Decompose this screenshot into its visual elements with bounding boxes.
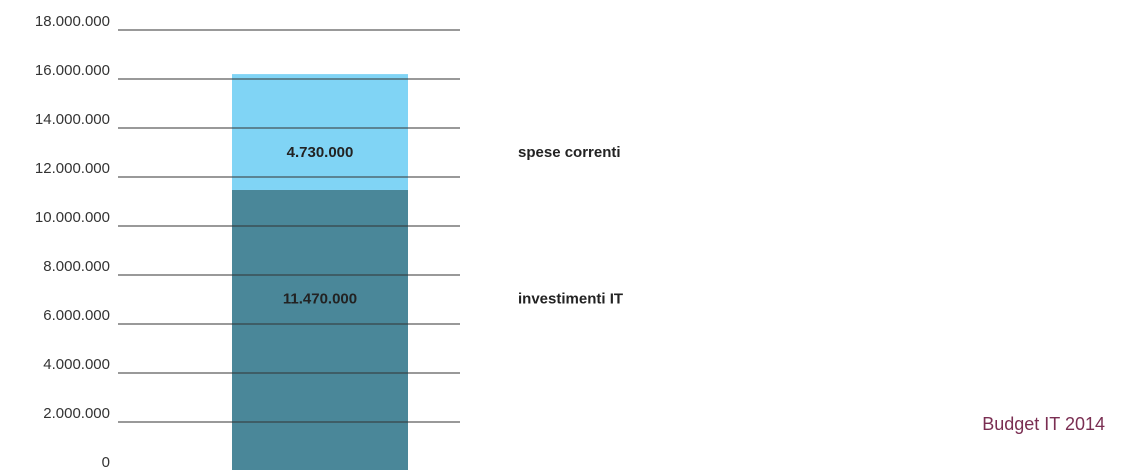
y-tick-label: 6.000.000: [43, 307, 110, 324]
y-tick-label: 16.000.000: [35, 62, 110, 79]
value-label: 4.730.000: [287, 144, 354, 161]
y-tick-label: 0: [102, 454, 110, 470]
value-label: 11.470.000: [283, 291, 357, 308]
legend-label: investimenti IT: [518, 291, 623, 308]
y-tick-label: 12.000.000: [35, 160, 110, 177]
bar-segment: [232, 74, 408, 190]
y-tick-label: 14.000.000: [35, 111, 110, 128]
y-tick-label: 2.000.000: [43, 405, 110, 422]
y-tick-label: 18.000.000: [35, 13, 110, 30]
chart-title: Budget IT 2014: [982, 414, 1105, 434]
legend-label: spese correnti: [518, 144, 621, 161]
y-tick-label: 8.000.000: [43, 258, 110, 275]
y-tick-label: 4.000.000: [43, 356, 110, 373]
y-tick-label: 10.000.000: [35, 209, 110, 226]
bar-segment: [232, 189, 408, 470]
